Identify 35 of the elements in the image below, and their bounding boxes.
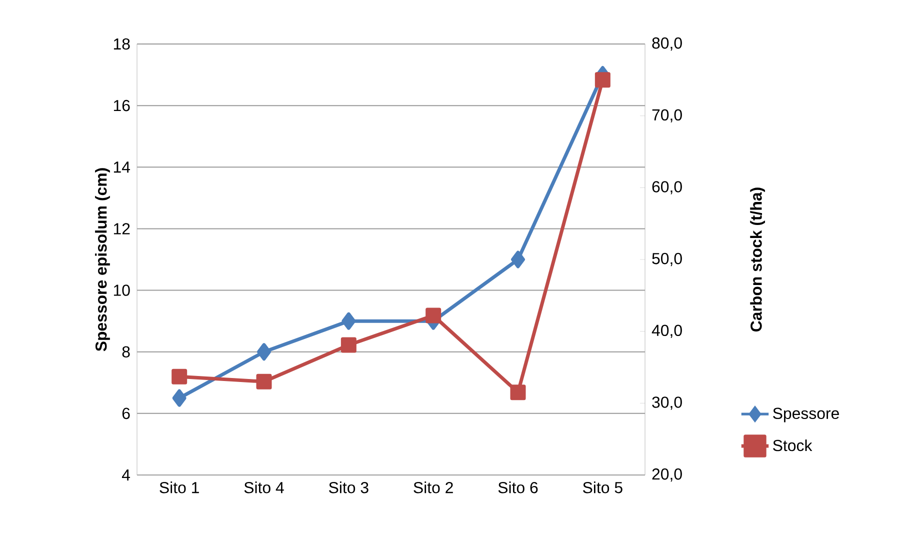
point [340, 337, 356, 353]
point [511, 250, 526, 268]
y2-tick-label: 80,0 [652, 37, 682, 51]
y-tick-label: 18 [114, 38, 130, 50]
point [256, 374, 272, 390]
point [594, 72, 610, 88]
point [426, 308, 442, 324]
x-tick-label: Sito 5 [583, 482, 622, 494]
y-tick-label: 14 [114, 162, 130, 173]
point [172, 389, 186, 407]
y2-tick-label: 70,0 [652, 109, 682, 122]
y-tick-label: 4 [122, 470, 130, 480]
legend-label: Stock [773, 439, 812, 452]
y-axis-title: Spessore episolum (cm) [95, 168, 110, 352]
point [172, 368, 188, 384]
point [257, 343, 272, 361]
point [342, 312, 356, 330]
y2-tick-label: 20,0 [652, 468, 682, 482]
y2-tick-label: 30,0 [652, 396, 682, 410]
x-tick-label: Sito 3 [329, 482, 368, 494]
point [510, 384, 526, 400]
y2-tick-label: 40,0 [652, 324, 682, 338]
y-tick-label: 6 [122, 408, 130, 420]
y-tick-label: 10 [114, 284, 130, 296]
y2-axis-title: Carbon stock (t/ha) [750, 188, 765, 332]
x-tick-label: Sito 1 [160, 482, 199, 494]
x-tick-label: Sito 4 [244, 482, 284, 494]
x-tick-label: Sito 6 [498, 482, 538, 494]
y2-tick-label: 60,0 [652, 181, 682, 194]
legend-label: Spessore [773, 408, 839, 422]
x-tick-label: Sito 2 [414, 482, 453, 494]
y2-tick-label: 50,0 [652, 252, 682, 266]
y-tick-label: 8 [122, 346, 130, 358]
y-tick-label: 16 [114, 100, 130, 112]
y-tick-label: 12 [114, 223, 130, 234]
